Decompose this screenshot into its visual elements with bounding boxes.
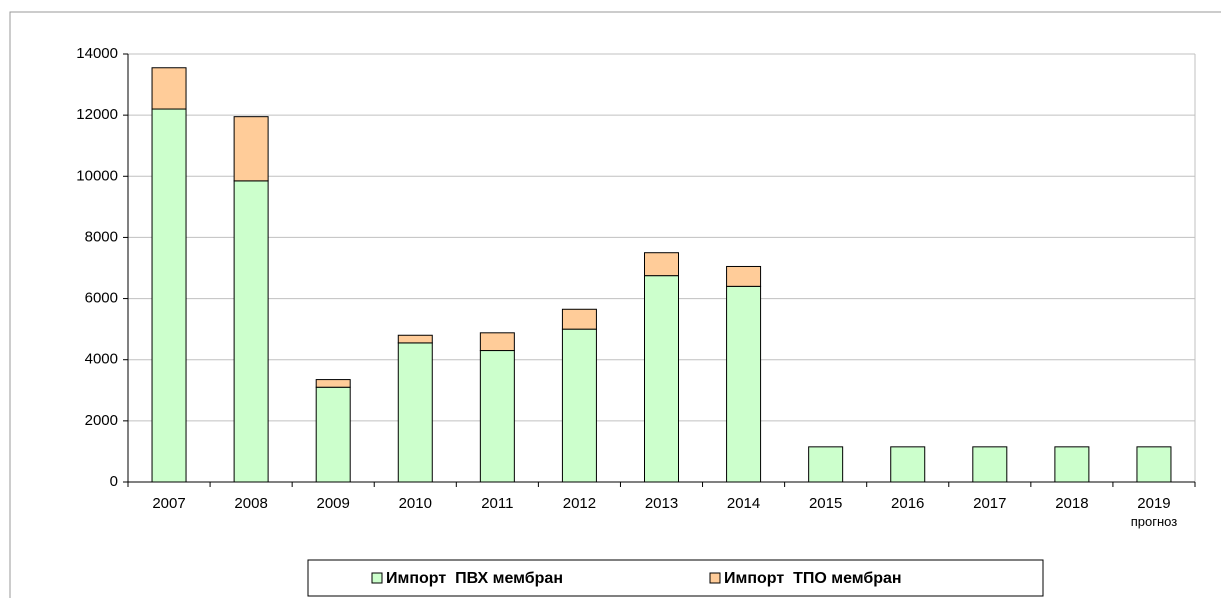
bar-segment — [151, 108, 187, 483]
x-tick-label: 2017 — [973, 495, 1006, 512]
bar-segment — [233, 116, 269, 182]
x-tick-label: 2012 — [563, 495, 596, 512]
y-tick-label: 4000 — [85, 351, 118, 368]
bar-segment — [644, 275, 679, 483]
bar-segment — [890, 446, 926, 483]
bar-segment — [1054, 446, 1090, 483]
legend-swatch — [371, 572, 383, 584]
bar-segment — [479, 350, 515, 483]
y-tick-label: 8000 — [85, 228, 118, 245]
bar-segment — [1136, 446, 1172, 483]
bar-segment — [644, 252, 679, 277]
y-tick-label: 14000 — [76, 45, 118, 62]
y-tick-label: 6000 — [85, 290, 118, 307]
bar-segment — [397, 342, 433, 483]
bar-segment — [397, 334, 433, 344]
y-tick-label: 0 — [110, 473, 118, 490]
bar-segment — [972, 446, 1008, 483]
bar-segment — [561, 328, 597, 483]
bar-segment — [151, 67, 187, 110]
x-tick-label: 2015 — [809, 495, 842, 512]
bar-segment — [726, 285, 762, 483]
legend-label: Импорт ПВХ мембран — [386, 570, 563, 587]
x-tick-label: 2016 — [891, 495, 924, 512]
x-tick-label: 2007 — [152, 495, 185, 512]
y-tick-label: 12000 — [76, 106, 118, 123]
y-tick-label: 2000 — [85, 412, 118, 429]
legend-swatch — [709, 572, 721, 584]
bar-segment — [315, 386, 351, 483]
x-tick-label: 2008 — [234, 495, 267, 512]
bar-segment — [726, 265, 762, 287]
x-tick-label: 2011 — [481, 495, 513, 512]
bar-segment — [808, 446, 844, 483]
chart-frame — [9, 11, 1221, 598]
x-tick-label: 2009 — [317, 495, 350, 512]
x-tick-label: 2019 прогноз — [1131, 495, 1178, 529]
bar-segment — [561, 308, 597, 330]
x-tick-label: 2014 — [727, 495, 760, 512]
legend-box — [307, 559, 1044, 597]
bar-segment — [233, 180, 269, 483]
bar-segment — [315, 379, 351, 388]
y-tick-label: 10000 — [76, 167, 118, 184]
bar-segment — [479, 332, 515, 352]
x-tick-label: 2010 — [399, 495, 432, 512]
legend-label: Импорт ТПО мембран — [724, 570, 902, 587]
x-tick-label: 2018 — [1055, 495, 1088, 512]
x-tick-label: 2013 — [645, 495, 678, 512]
